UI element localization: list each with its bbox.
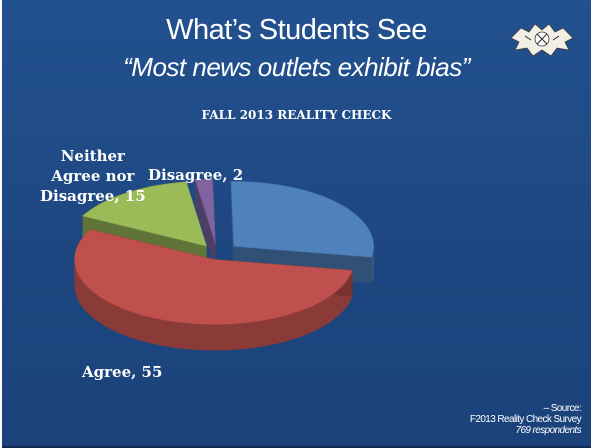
source-line-3: 769 respondents <box>515 425 581 436</box>
chart-title: FALL 2013 REALITY CHECK <box>201 108 392 122</box>
slice-label-agree: Agree, 55 <box>82 363 163 381</box>
source-note: – Source: F2013 Reality Check Survey 769… <box>469 403 582 436</box>
slice-label-neither-line2: Agree nor <box>51 167 135 185</box>
slide-subtitle: “Most news outlets exhibit bias” <box>123 52 470 82</box>
slice-face-3-0 <box>230 181 234 273</box>
pie-slice-neither-agree-nor-disagree <box>81 181 208 247</box>
slice-label-neither: Neither Agree nor Disagree, 15 <box>40 146 146 206</box>
pie-slice-unlabeled <box>230 181 375 258</box>
pie-slice-agree <box>74 229 353 325</box>
slide-title: What’s Students See <box>166 14 427 46</box>
pie-slice-disagree <box>194 179 216 245</box>
slice-label-neither-line3: Disagree, 15 <box>40 187 146 205</box>
source-line-1: – Source: <box>543 403 582 414</box>
source-line-2: F2013 Reality Check Survey <box>469 414 582 425</box>
slice-wall-0 <box>74 259 353 351</box>
slice-wall-3 <box>371 246 374 284</box>
slice-label-neither-line1: Neither <box>60 147 125 165</box>
seal-logo-icon <box>510 23 574 57</box>
slice-label-disagree: Disagree, 2 <box>148 166 244 184</box>
slice-face-2-0 <box>195 179 216 271</box>
